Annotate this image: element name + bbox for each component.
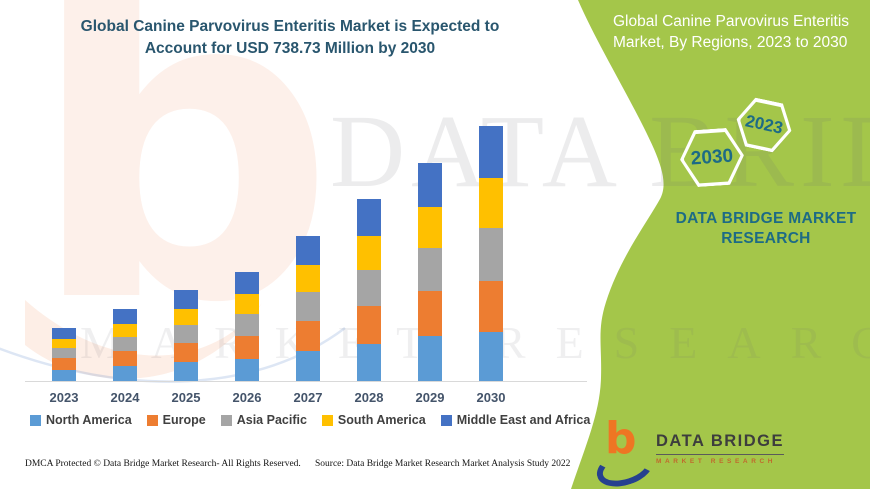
- legend-swatch-europe: [146, 414, 158, 426]
- x-axis-label-2026: 2026: [232, 390, 262, 405]
- bar-segment-europe: [235, 335, 259, 359]
- bar-2026: [235, 271, 259, 381]
- bar-segment-europe: [113, 350, 137, 367]
- data-bridge-logo: b DATA BRIDGE MARKET RESEARCH: [592, 417, 785, 493]
- bar-segment-south-america: [174, 308, 198, 326]
- bar-segment-south-america: [479, 178, 503, 229]
- bar-segment-asia-pacific: [296, 292, 320, 321]
- data-bridge-logo-icon: b: [592, 417, 658, 493]
- bar-segment-asia-pacific: [174, 325, 198, 344]
- legend-label-north-america: North America: [46, 413, 132, 427]
- bar-segment-europe: [296, 320, 320, 352]
- legend-label-south-america: South America: [337, 413, 426, 427]
- plot-area: 2023 2024 2025 2026 2027 2028 2029 2030: [25, 111, 570, 405]
- bar-segment-south-america: [418, 206, 442, 248]
- bar-segment-north-america: [174, 362, 198, 381]
- x-axis-label-2029: 2029: [415, 390, 445, 405]
- bar-segment-europe: [52, 358, 76, 370]
- bar-segment-middle-east-and-africa: [113, 309, 137, 324]
- footer-dmca-text: DMCA Protected © Data Bridge Market Rese…: [25, 459, 301, 469]
- bar-segment-asia-pacific: [113, 336, 137, 351]
- bar-segment-north-america: [296, 351, 320, 381]
- legend-item-europe: Europe: [146, 413, 206, 427]
- bar-segment-south-america: [113, 323, 137, 337]
- chart-title: Global Canine Parvovirus Enteritis Marke…: [80, 18, 500, 57]
- footer-source-text: Source: Data Bridge Market Research Mark…: [315, 459, 571, 469]
- bar-segment-europe: [357, 305, 381, 344]
- bar-segment-asia-pacific: [235, 314, 259, 336]
- bar-segment-asia-pacific: [52, 347, 76, 359]
- hexagon-2023-label: 2023: [736, 99, 793, 151]
- legend-label-europe: Europe: [162, 413, 206, 427]
- bar-segment-middle-east-and-africa: [235, 271, 259, 294]
- banner-title: Global Canine Parvovirus Enteritis Marke…: [613, 13, 850, 52]
- x-axis-label-2023: 2023: [49, 390, 79, 405]
- legend-swatch-middle-east-and-africa: [440, 414, 452, 426]
- bar-segment-north-america: [113, 366, 137, 381]
- bar-segment-north-america: [418, 336, 442, 381]
- bar-segment-asia-pacific: [418, 247, 442, 291]
- legend-item-asia-pacific: Asia Pacific: [220, 413, 307, 427]
- legend: North America Europe Asia Pacific South Ame…: [30, 413, 590, 427]
- x-axis-label-2025: 2025: [171, 390, 201, 405]
- legend-item-south-america: South America: [321, 413, 426, 427]
- bar-2025: [174, 290, 198, 381]
- bar-segment-middle-east-and-africa: [296, 236, 320, 266]
- x-axis-label-2024: 2024: [110, 390, 140, 405]
- bar-2028: [357, 199, 381, 381]
- bar-segment-asia-pacific: [479, 228, 503, 282]
- x-axis-line: [25, 381, 587, 382]
- bar-segment-north-america: [52, 369, 76, 381]
- hexagon-2030-label: 2030: [682, 131, 742, 185]
- bar-segment-north-america: [357, 343, 381, 381]
- bar-segment-europe: [418, 290, 442, 337]
- legend-item-middle-east-and-africa: Middle East and Africa: [440, 413, 591, 427]
- bar-segment-south-america: [52, 338, 76, 348]
- bar-segment-asia-pacific: [357, 269, 381, 306]
- legend-item-north-america: North America: [30, 413, 132, 427]
- bar-2023: [52, 327, 76, 381]
- legend-swatch-asia-pacific: [220, 414, 232, 426]
- bar-2029: [418, 163, 442, 381]
- logo-b-glyph: b: [605, 413, 637, 464]
- legend-swatch-north-america: [30, 414, 41, 426]
- x-axis-label-2028: 2028: [354, 390, 384, 405]
- x-axis-label-2027: 2027: [293, 390, 323, 405]
- legend-label-asia-pacific: Asia Pacific: [236, 413, 307, 427]
- hexagon-2030: 2030: [678, 127, 746, 188]
- x-axis-label-2030: 2030: [476, 390, 506, 405]
- brand-text: DATA BRIDGE MARKET RESEARCH: [675, 210, 857, 248]
- bar-segment-south-america: [296, 265, 320, 293]
- legend-swatch-south-america: [321, 414, 333, 426]
- bar-segment-south-america: [235, 294, 259, 315]
- bar-segment-middle-east-and-africa: [52, 327, 76, 339]
- logo-swoosh-icon: [592, 442, 658, 493]
- bar-segment-europe: [479, 281, 503, 332]
- logo-name: DATA BRIDGE: [656, 432, 785, 455]
- bar-2030: [479, 126, 503, 381]
- bar-segment-middle-east-and-africa: [418, 163, 442, 207]
- bar-2027: [296, 236, 320, 381]
- bar-segment-middle-east-and-africa: [174, 290, 198, 309]
- logo-subtitle: MARKET RESEARCH: [656, 458, 777, 465]
- bar-segment-middle-east-and-africa: [479, 126, 503, 179]
- bar-segment-europe: [174, 343, 198, 363]
- legend-label-middle-east-and-africa: Middle East and Africa: [456, 413, 591, 427]
- bar-segment-middle-east-and-africa: [357, 199, 381, 236]
- bar-segment-south-america: [357, 235, 381, 270]
- bar-segment-north-america: [479, 331, 503, 381]
- bar-2024: [113, 309, 137, 381]
- hexagon-2023: 2023: [731, 95, 796, 156]
- bar-segment-north-america: [235, 358, 259, 381]
